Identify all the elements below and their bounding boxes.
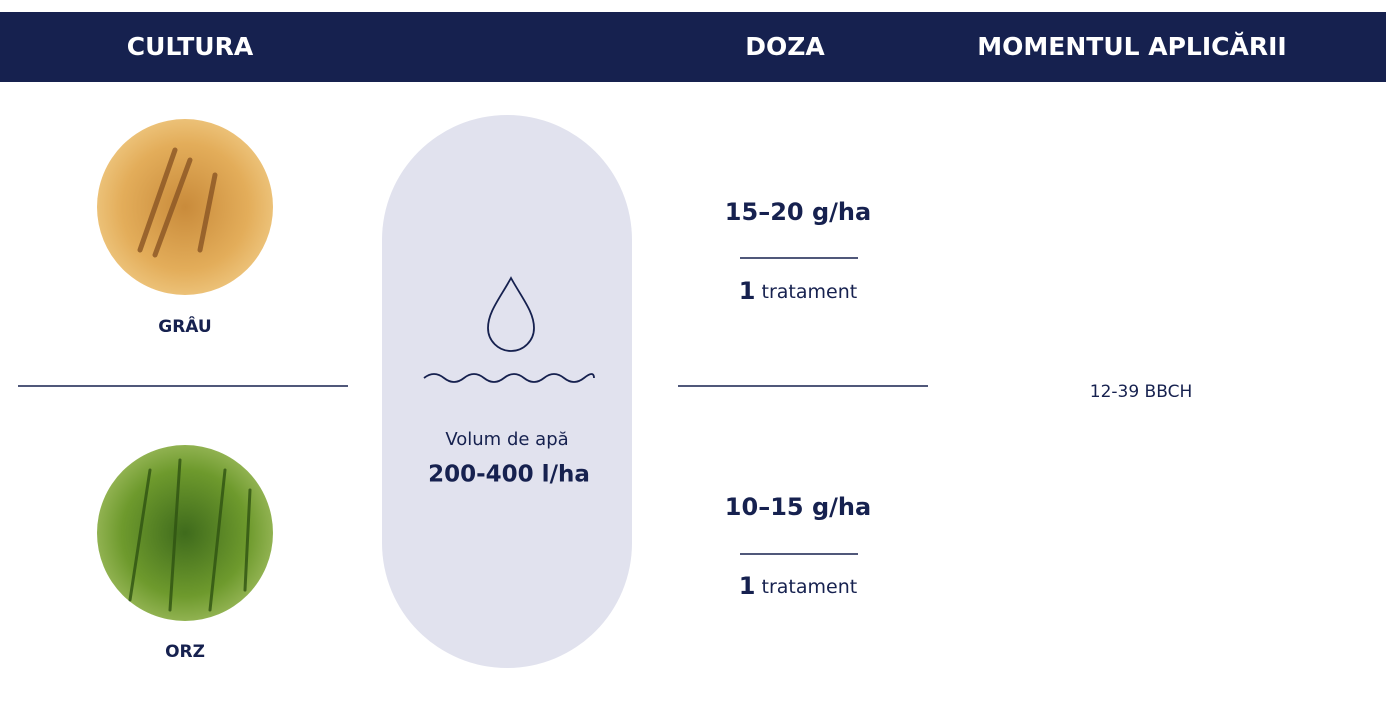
dose-amount: 10–15 g/ha	[725, 493, 871, 521]
crop-name: ORZ	[165, 642, 205, 662]
barley-image	[97, 445, 273, 621]
dose-amount: 15–20 g/ha	[725, 198, 871, 226]
timing: 12-39 BBCH	[1090, 382, 1192, 402]
column-header: DOZA	[745, 32, 825, 61]
column-header: CULTURA	[127, 32, 254, 61]
water-value: 200-400 l/ha	[428, 462, 590, 488]
wheat-image	[97, 119, 273, 295]
page: Recreated table {"header":{"columns":["C…	[0, 0, 1386, 702]
treatments: 1 tratament	[739, 572, 857, 600]
body: CULTURA DOZA MOMENTUL APLICĂRII GRÂU ORZ…	[0, 0, 1386, 702]
treatment-count: 1	[739, 572, 756, 600]
water-pill	[382, 115, 632, 668]
treatments: 1 tratament	[739, 277, 857, 305]
treatment-unit: tratament	[762, 281, 858, 303]
column-header: MOMENTUL APLICĂRII	[977, 31, 1286, 61]
crop-name: GRÂU	[158, 315, 211, 337]
water-label: Volum de apă	[445, 429, 568, 450]
treatment-count: 1	[739, 277, 756, 305]
treatment-unit: tratament	[762, 576, 858, 598]
table: CULTURA DOZA MOMENTUL APLICĂRII GRÂU ORZ…	[0, 0, 1386, 702]
